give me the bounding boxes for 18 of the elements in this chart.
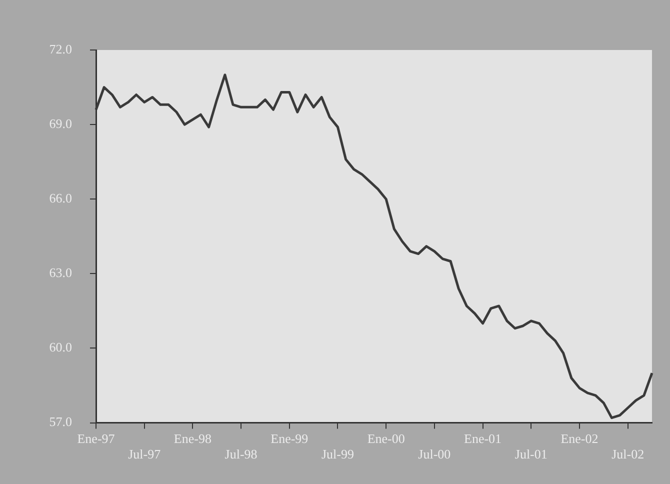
x-tick-label: Jul-97 <box>128 446 162 462</box>
x-tick-label: Ene-02 <box>560 431 598 446</box>
x-tick-label: Ene-01 <box>464 431 502 446</box>
y-tick-label: 60.0 <box>49 340 72 355</box>
x-tick-label: Jul-01 <box>514 446 548 462</box>
x-tick-label: Jul-98 <box>224 446 258 462</box>
y-tick-label: 72.0 <box>49 41 72 56</box>
x-tick-label: Ene-99 <box>270 431 308 446</box>
y-tick-label: 57.0 <box>49 414 72 430</box>
x-tick-label: Ene-00 <box>367 431 405 446</box>
x-tick-label: Ene-97 <box>77 431 116 446</box>
x-tick-label: Ene-98 <box>174 431 212 446</box>
y-tick-label: 63.0 <box>49 265 72 280</box>
y-tick-label: 66.0 <box>49 190 72 206</box>
x-tick-label: Jul-99 <box>321 446 354 462</box>
x-tick-label: Jul-00 <box>418 446 451 462</box>
x-tick-label: Jul-02 <box>612 446 644 462</box>
y-tick-label: 69.0 <box>49 116 72 131</box>
